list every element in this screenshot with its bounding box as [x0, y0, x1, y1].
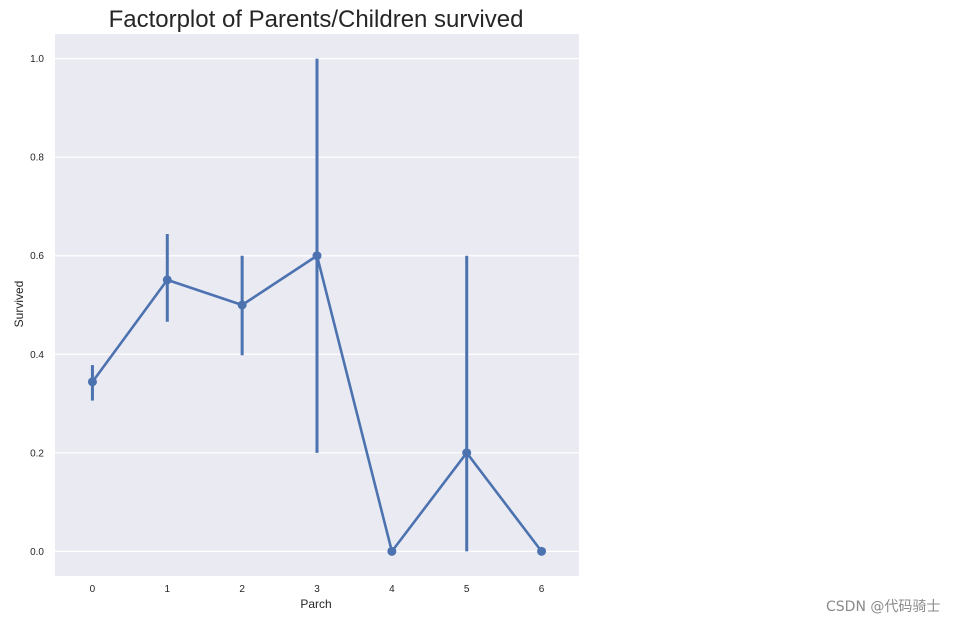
x-tick-label: 2: [239, 584, 245, 595]
data-point: [162, 275, 172, 285]
x-tick-label: 1: [165, 584, 171, 595]
data-points: [87, 251, 547, 556]
x-tick-label: 5: [464, 584, 470, 595]
chart-title: Factorplot of Parents/Children survived: [109, 6, 524, 33]
y-tick-labels: 0.0 0.2 0.4 0.6 0.8 1.0: [30, 54, 44, 558]
x-tick-labels: 0 1 2 3 4 5 6: [90, 584, 545, 595]
x-tick-label: 3: [314, 584, 320, 595]
data-point: [387, 546, 397, 556]
data-point: [237, 300, 247, 310]
y-tick-label: 0.6: [30, 251, 44, 262]
data-point: [537, 546, 547, 556]
data-point: [312, 251, 322, 261]
x-tick-label: 4: [389, 584, 395, 595]
data-point: [87, 377, 97, 387]
y-tick-label: 0.2: [30, 448, 44, 459]
y-tick-label: 1.0: [30, 54, 44, 65]
watermark: CSDN @代码骑士: [826, 599, 941, 615]
data-point: [462, 448, 472, 458]
y-tick-label: 0.4: [30, 350, 44, 361]
x-tick-label: 0: [90, 584, 96, 595]
y-axis-label: Survived: [12, 281, 26, 328]
y-tick-label: 0.0: [30, 547, 44, 558]
x-tick-label: 6: [539, 584, 545, 595]
y-tick-label: 0.8: [30, 153, 44, 164]
x-axis-label: Parch: [300, 597, 331, 611]
